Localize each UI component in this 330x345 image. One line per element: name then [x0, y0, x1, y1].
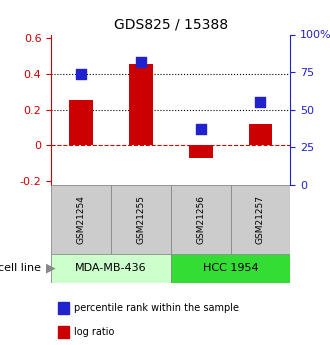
FancyBboxPatch shape [51, 185, 111, 254]
Text: cell line: cell line [0, 263, 41, 273]
Title: GDS825 / 15388: GDS825 / 15388 [114, 18, 228, 32]
FancyBboxPatch shape [171, 185, 231, 254]
Point [138, 59, 144, 64]
FancyBboxPatch shape [231, 185, 290, 254]
Point [79, 71, 84, 76]
Bar [248, 124, 273, 145]
Text: log ratio: log ratio [74, 327, 114, 337]
Text: GSM21257: GSM21257 [256, 195, 265, 244]
Text: GSM21256: GSM21256 [196, 195, 205, 244]
Text: ▶: ▶ [46, 262, 56, 275]
Point [258, 99, 263, 105]
Bar [69, 100, 93, 145]
Text: percentile rank within the sample: percentile rank within the sample [74, 303, 239, 313]
Point [198, 126, 203, 132]
Bar [129, 64, 153, 145]
Text: GSM21255: GSM21255 [136, 195, 146, 244]
Text: HCC 1954: HCC 1954 [203, 263, 258, 273]
Text: MDA-MB-436: MDA-MB-436 [75, 263, 147, 273]
FancyBboxPatch shape [51, 254, 171, 283]
FancyBboxPatch shape [171, 254, 290, 283]
Text: GSM21254: GSM21254 [77, 195, 85, 244]
Bar [189, 145, 213, 158]
FancyBboxPatch shape [111, 185, 171, 254]
